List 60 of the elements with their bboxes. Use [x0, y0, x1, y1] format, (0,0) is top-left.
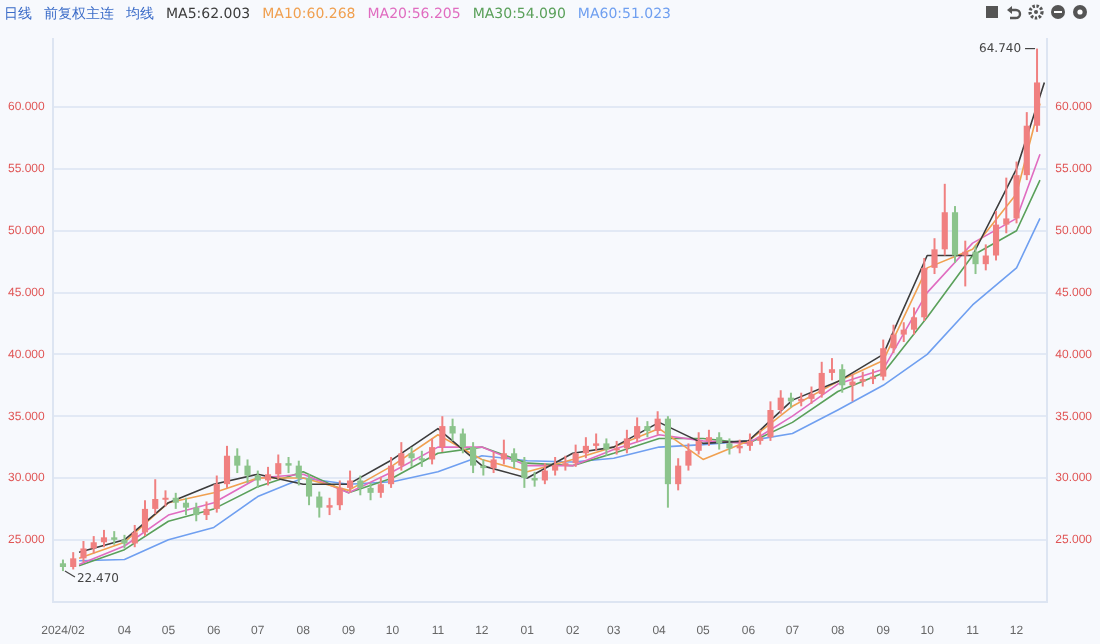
candlestick — [890, 323, 897, 355]
candlestick — [685, 442, 692, 472]
candlestick — [357, 474, 364, 497]
candlestick — [459, 427, 466, 455]
candlestick — [223, 444, 231, 489]
candlestick — [572, 443, 579, 468]
candlestick — [500, 438, 507, 466]
candlestick — [346, 469, 354, 494]
candlestick — [767, 400, 774, 442]
candlestick — [131, 523, 138, 549]
candlestick — [962, 239, 969, 288]
candlestick — [982, 243, 989, 272]
candlestick — [634, 416, 641, 444]
candlestick — [695, 431, 702, 456]
candlestick — [910, 306, 918, 336]
candlestick — [275, 453, 282, 481]
candlestick — [387, 455, 395, 489]
candlestick — [818, 360, 825, 399]
candlestick — [941, 182, 948, 257]
candlestick — [244, 458, 251, 484]
candlestick — [490, 451, 497, 475]
candlestick — [408, 446, 415, 468]
candlestick — [1003, 176, 1010, 235]
candlestick — [234, 447, 241, 475]
candlestick — [377, 475, 384, 499]
candlestick — [1013, 160, 1020, 225]
candlestick — [316, 490, 323, 519]
candlestick — [152, 478, 159, 515]
candlestick — [470, 441, 477, 475]
candlestick — [449, 417, 456, 442]
candlestick — [398, 441, 405, 472]
candlestick — [264, 465, 272, 487]
candlestick — [849, 373, 856, 403]
candlestick — [992, 210, 1000, 262]
candlestick — [336, 479, 343, 512]
candlestick — [429, 437, 436, 466]
candlestick — [203, 500, 210, 522]
candlestick — [521, 455, 528, 489]
candlestick — [1033, 47, 1041, 133]
candlestick — [552, 455, 559, 477]
candlestick — [439, 415, 446, 454]
candlestick — [675, 457, 682, 492]
candlestick — [193, 501, 200, 523]
candlestick — [305, 473, 313, 507]
candlestick — [213, 474, 220, 514]
candlestick — [80, 540, 87, 564]
candlestick — [900, 321, 907, 344]
candlestick — [777, 389, 784, 415]
candlestick — [141, 499, 149, 538]
candlestick — [582, 436, 589, 460]
candlestick — [931, 237, 938, 276]
candlestick — [511, 447, 518, 470]
candlestick — [880, 338, 887, 382]
candlestick — [828, 357, 836, 382]
candlestick — [623, 428, 630, 455]
candlestick — [654, 410, 661, 436]
candlestick — [839, 363, 846, 394]
candlestick — [295, 459, 302, 487]
candlestick — [951, 205, 959, 264]
candlestick — [972, 244, 979, 276]
